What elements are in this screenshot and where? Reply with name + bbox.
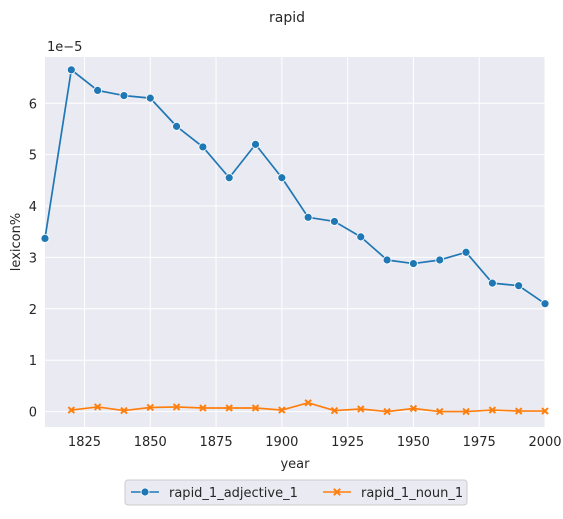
y-tick-label: 1 xyxy=(29,354,37,369)
data-point-adjective xyxy=(93,86,103,95)
data-point-adjective xyxy=(435,255,445,265)
legend-box xyxy=(124,479,468,506)
x-axis-ticks: 1825 1850 1875 1900 1925 1950 1975 2000 xyxy=(68,435,562,450)
data-point-noun xyxy=(514,407,523,415)
y-tick-label: 2 xyxy=(29,303,37,318)
data-point-noun xyxy=(225,404,233,412)
data-point-adjective xyxy=(277,173,287,183)
y-tick-label: 0 xyxy=(29,406,37,421)
data-point-noun xyxy=(172,403,181,411)
data-point-noun xyxy=(409,404,418,413)
x-tick-label: 1975 xyxy=(463,435,496,450)
data-point-noun xyxy=(383,407,391,416)
data-point-adjective xyxy=(224,173,234,183)
grid-layer xyxy=(45,57,546,427)
data-point-noun xyxy=(304,399,312,407)
x-tick-label: 1925 xyxy=(331,435,364,450)
y-tick-label: 5 xyxy=(29,149,37,164)
data-point-adjective xyxy=(514,281,524,291)
data-point-adjective xyxy=(66,65,76,75)
y-axis-ticks: 0 1 2 3 4 5 6 xyxy=(29,97,37,420)
data-point-noun xyxy=(488,406,497,414)
data-point-noun xyxy=(330,406,339,415)
series-adjective xyxy=(40,65,550,309)
data-point-adjective xyxy=(356,232,366,242)
x-tick-label: 1900 xyxy=(265,435,298,450)
data-point-adjective xyxy=(330,217,339,226)
series-line-adjective xyxy=(44,68,546,305)
y-tick-label: 6 xyxy=(29,97,37,112)
legend-label-noun: rapid_1_noun_1 xyxy=(361,486,463,501)
data-point-adjective xyxy=(145,93,155,103)
data-point-noun xyxy=(199,404,207,412)
data-point-adjective xyxy=(251,139,260,149)
legend-item-noun: rapid_1_noun_1 xyxy=(323,486,463,501)
data-point-noun xyxy=(146,403,154,412)
data-point-noun xyxy=(251,404,260,412)
data-point-noun xyxy=(93,403,102,411)
x-axis-label: year xyxy=(280,457,310,472)
x-tick-label: 1825 xyxy=(68,435,101,450)
data-point-noun xyxy=(357,405,365,413)
data-point-adjective xyxy=(40,234,50,243)
legend: rapid_1_adjective_1 rapid_1_noun_1 xyxy=(124,479,468,506)
chart-title: rapid xyxy=(269,10,305,26)
data-point-adjective xyxy=(119,91,129,100)
data-point-adjective xyxy=(382,255,392,265)
legend-marker-noun xyxy=(333,488,341,496)
y-axis-label: lexicon% xyxy=(9,213,24,271)
data-point-noun xyxy=(436,407,444,416)
data-point-noun xyxy=(120,406,128,415)
y-tick-label: 3 xyxy=(29,251,37,266)
series-layer xyxy=(40,65,550,416)
x-tick-label: 1950 xyxy=(397,435,430,450)
y-scale-note: 1e−5 xyxy=(47,40,82,55)
data-point-adjective xyxy=(487,278,497,288)
legend-label-adjective: rapid_1_adjective_1 xyxy=(169,486,298,501)
legend-item-adjective: rapid_1_adjective_1 xyxy=(131,486,298,501)
x-tick-label: 2000 xyxy=(528,435,561,450)
data-point-noun xyxy=(541,407,549,415)
plot-area xyxy=(40,57,550,427)
data-point-noun xyxy=(67,406,76,414)
x-tick-label: 1875 xyxy=(200,435,233,450)
data-point-adjective xyxy=(172,121,181,131)
plot-background xyxy=(45,57,545,427)
x-tick-label: 1850 xyxy=(134,435,167,450)
data-point-adjective xyxy=(461,247,471,257)
legend-marker-adjective xyxy=(140,487,150,497)
data-point-adjective xyxy=(198,142,208,152)
data-point-adjective xyxy=(409,259,418,268)
y-tick-label: 4 xyxy=(29,200,37,215)
data-point-adjective xyxy=(303,212,313,222)
data-point-noun xyxy=(278,406,286,414)
data-point-adjective xyxy=(540,299,550,309)
series-noun xyxy=(67,399,549,416)
data-point-noun xyxy=(462,407,470,416)
